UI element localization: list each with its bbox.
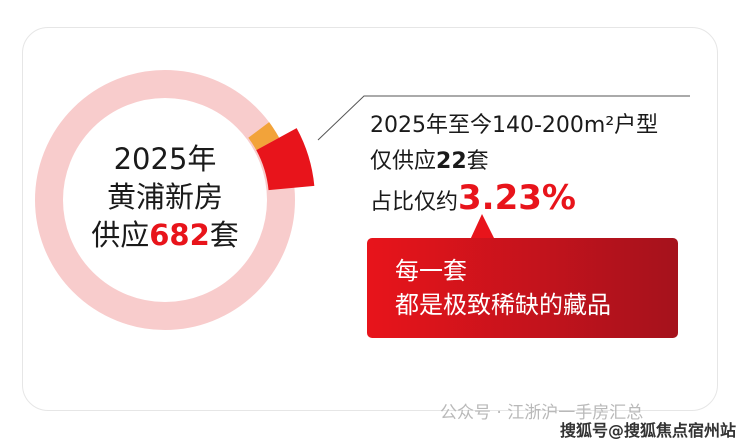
info-line-share: 占比仅约3.23% [370, 180, 658, 221]
callout-box: 每一套 都是极致稀缺的藏品 [367, 238, 678, 338]
donut-ring [35, 70, 295, 330]
donut-orange-segment [248, 122, 280, 151]
callout-line2: 都是极致稀缺的藏品 [395, 291, 611, 319]
center-supply: 供应682套 [65, 216, 265, 254]
callout-line1: 每一套 [395, 257, 467, 285]
info-line-count: 仅供应22套 [370, 144, 658, 180]
count-prefix: 仅供应 [370, 149, 437, 174]
supply-prefix: 供应 [91, 218, 150, 252]
donut-highlight-segment [256, 128, 315, 191]
callout-tail [470, 214, 495, 240]
supply-suffix: 套 [209, 218, 239, 252]
info-line-range: 2025年至今140-200m²户型 [370, 113, 659, 138]
center-title: 黄浦新房 [106, 180, 223, 214]
share-prefix: 占比仅约 [370, 190, 459, 215]
center-year: 2025年 [113, 142, 217, 176]
count-number: 22 [436, 149, 467, 174]
sohu-watermark: 搜狐号@搜狐焦点宿州站 [560, 421, 737, 440]
supply-number: 682 [149, 218, 210, 252]
leader-line [317, 95, 690, 141]
center-label: 2025年 黄浦新房 供应682套 [65, 140, 265, 254]
share-percent: 3.23% [458, 178, 576, 218]
count-suffix: 套 [466, 149, 489, 174]
info-text: 2025年至今140-200m²户型 仅供应22套 占比仅约3.23% [370, 108, 658, 221]
wechat-watermark: 公众号 · 江浙沪一手房汇总 [440, 403, 644, 423]
